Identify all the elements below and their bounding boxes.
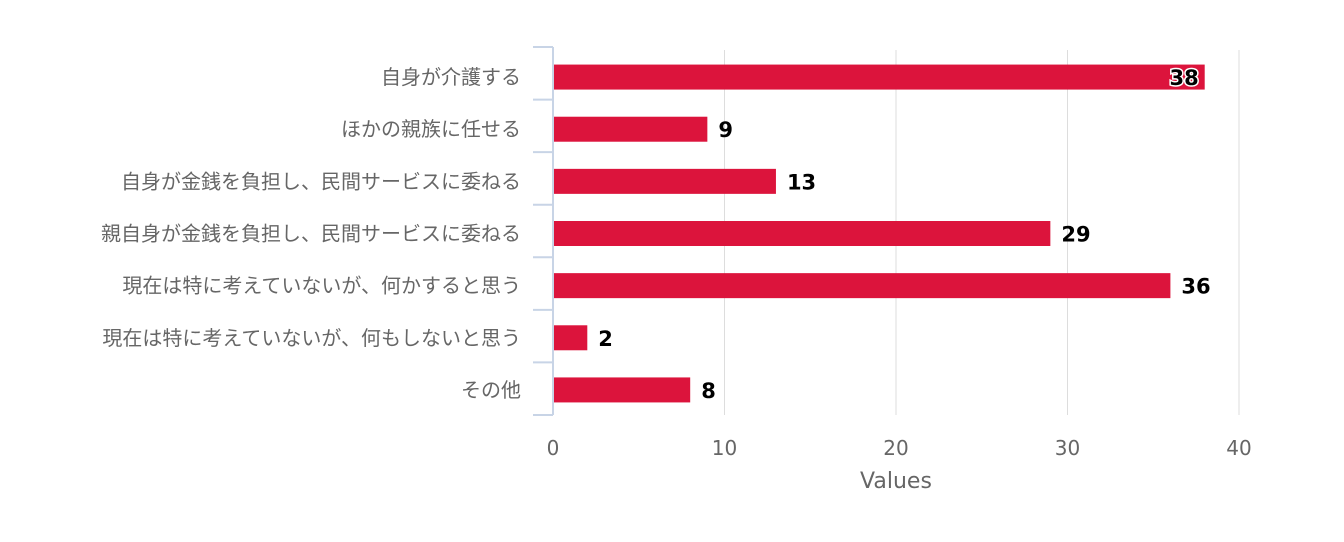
category-label-5: 現在は特に考えていないが、何かすると思う xyxy=(122,274,521,298)
bar-3 xyxy=(554,168,776,194)
category-label-6: 現在は特に考えていないが、何もしないと思う xyxy=(102,326,521,350)
bar-6 xyxy=(554,325,588,351)
x-tick-label-40: 40 xyxy=(1226,436,1251,460)
axes xyxy=(533,46,554,416)
bar-1 xyxy=(554,64,1205,90)
data-label-3: 13 xyxy=(787,170,816,194)
data-label-1: 38 xyxy=(1169,66,1198,90)
x-axis-title: Values xyxy=(860,469,932,494)
labels: 0 10 20 30 40 自身が介護する 38 ほかの親族に任せる 9 自身が金銭を負担し、民間… xyxy=(101,65,1252,494)
data-label-4: 29 xyxy=(1061,223,1090,247)
x-tick-label-0: 0 xyxy=(547,436,560,460)
category-label-7: その他 xyxy=(461,378,521,402)
bar-4 xyxy=(554,221,1051,246)
data-label-5: 36 xyxy=(1181,275,1210,299)
bar-7 xyxy=(554,377,691,403)
data-label-6: 2 xyxy=(598,327,613,351)
category-label-4: 親自身が金銭を負担し、民間サービスに委ねる xyxy=(101,222,521,246)
bar-5 xyxy=(554,273,1171,299)
x-tick-label-10: 10 xyxy=(712,436,737,460)
category-label-1: 自身が介護する xyxy=(381,65,521,89)
x-tick-label-30: 30 xyxy=(1055,436,1080,460)
x-tick-label-20: 20 xyxy=(883,436,908,460)
data-label-2: 9 xyxy=(718,118,733,142)
category-label-3: 自身が金銭を負担し、民間サービスに委ねる xyxy=(121,169,521,193)
bars xyxy=(554,64,1205,403)
category-label-2: ほかの親族に任せる xyxy=(341,117,521,141)
bar-2 xyxy=(554,116,708,142)
data-label-7: 8 xyxy=(701,379,716,403)
